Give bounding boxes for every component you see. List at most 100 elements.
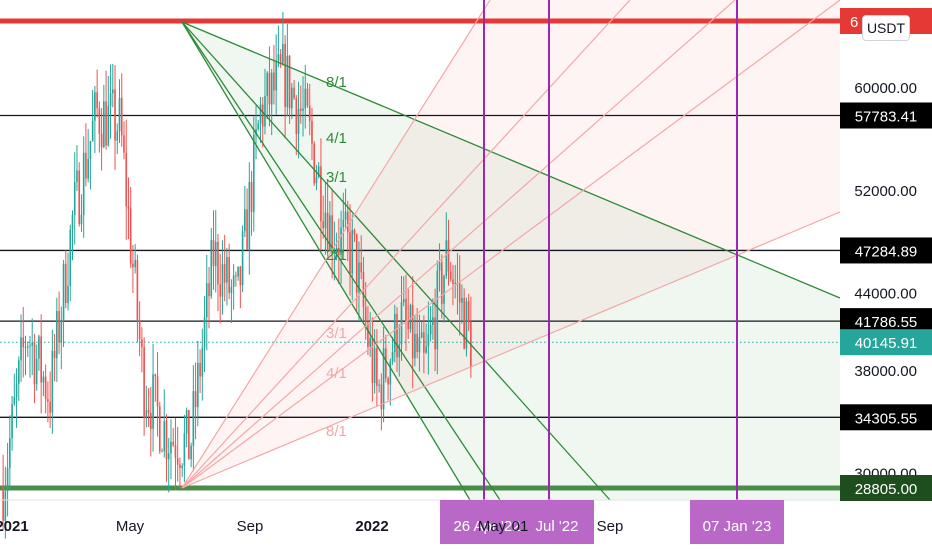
candle-body xyxy=(257,123,260,130)
level-badge-label: 28805.00 xyxy=(855,481,918,498)
candle-body xyxy=(89,141,92,160)
candle-body xyxy=(67,285,69,304)
candle-body xyxy=(78,170,81,225)
candle-body xyxy=(393,313,396,353)
candle-body xyxy=(277,54,280,61)
candle-body xyxy=(129,208,132,264)
candle-body xyxy=(22,337,25,348)
candle-body xyxy=(391,352,394,362)
gann-fan-down-label: 4/1 xyxy=(326,130,347,147)
candle-body xyxy=(261,104,264,127)
candle-body xyxy=(111,89,114,94)
candle-body xyxy=(109,93,112,106)
candle-body xyxy=(420,332,423,338)
candle-body xyxy=(465,301,468,349)
candle-body xyxy=(329,215,331,251)
gann-fan-down-line-3 xyxy=(181,21,471,501)
candle-body xyxy=(230,286,233,293)
candle-body xyxy=(185,410,188,434)
candle-body xyxy=(9,438,11,469)
candle-body xyxy=(293,87,295,99)
candle-body xyxy=(120,97,123,136)
candle-body xyxy=(315,176,318,184)
candle-body xyxy=(123,135,125,153)
candle-body xyxy=(165,420,168,460)
level-badge-4 xyxy=(840,475,932,501)
candle-body xyxy=(282,43,284,64)
candle-body xyxy=(69,229,72,286)
candle-body xyxy=(461,297,463,303)
gann-fan-up-label: 8/1 xyxy=(326,423,347,440)
candle-body xyxy=(147,410,150,413)
candle-body xyxy=(288,55,291,109)
date-badge-2[interactable] xyxy=(690,500,784,544)
time-axis-label: 2021 xyxy=(0,518,29,535)
gann-fan-up-line-4 xyxy=(181,0,491,489)
candle-body xyxy=(452,279,454,284)
candle-body xyxy=(24,346,27,348)
candle-body xyxy=(429,324,432,335)
candle-body xyxy=(268,72,271,105)
candle-body xyxy=(302,108,304,111)
candle-body xyxy=(385,348,387,379)
candle-body xyxy=(212,239,215,267)
candle-body xyxy=(349,232,351,274)
candle-body xyxy=(458,282,461,303)
candle-body xyxy=(373,348,376,384)
candle-body xyxy=(17,360,20,384)
candle-body xyxy=(396,313,398,358)
candle-body xyxy=(398,344,401,358)
candle-body xyxy=(96,92,98,109)
candle-body xyxy=(172,441,175,445)
currency-button[interactable]: USDT xyxy=(862,15,910,41)
candle-body xyxy=(346,211,349,233)
candle-body xyxy=(371,337,374,384)
candle-body xyxy=(409,304,412,330)
candle-body xyxy=(447,240,450,272)
candle-body xyxy=(197,362,199,408)
candle-body xyxy=(194,391,197,408)
candle-body xyxy=(13,396,16,405)
candle-body xyxy=(255,129,257,135)
candle-body xyxy=(127,206,130,209)
candle-body xyxy=(150,412,152,429)
gann-fan-down-area xyxy=(182,22,840,500)
price-tick-label: 44000.00 xyxy=(854,286,917,303)
gann-fan-down-label: 2/1 xyxy=(326,247,347,264)
gann-fan-up-line-2 xyxy=(181,0,736,489)
date-badge-0[interactable] xyxy=(440,500,534,544)
candle-body xyxy=(210,239,213,297)
date-badge-1[interactable] xyxy=(520,500,594,544)
candle-body xyxy=(291,87,293,109)
level-badge-label: 57783.41 xyxy=(855,109,918,126)
candle-body xyxy=(145,410,148,418)
candle-body xyxy=(440,262,443,304)
candle-body xyxy=(324,212,327,229)
candle-body xyxy=(380,384,383,410)
candle-body xyxy=(340,227,342,255)
candle-body xyxy=(107,105,110,146)
hidden-time-label: May xyxy=(478,518,507,535)
candle-body xyxy=(26,346,29,348)
candle-body xyxy=(38,336,40,359)
candle-body xyxy=(167,453,170,460)
candle-body xyxy=(190,445,192,460)
candle-body xyxy=(219,284,222,297)
candle-body xyxy=(376,348,378,386)
candle-body xyxy=(203,317,206,348)
gann-fan-down-line-1 xyxy=(181,21,611,501)
candle-body xyxy=(355,234,358,293)
candle-body xyxy=(35,358,38,385)
candle-body xyxy=(116,131,119,141)
candle-body xyxy=(445,240,448,277)
candle-body xyxy=(132,263,134,268)
candle-body xyxy=(427,334,430,347)
candle-body xyxy=(270,72,273,105)
candle-body xyxy=(241,231,244,286)
candle-body xyxy=(259,104,262,124)
candle-body xyxy=(47,399,49,402)
candle-body xyxy=(279,54,282,64)
candle-body xyxy=(181,465,183,468)
candle-body xyxy=(62,263,65,320)
